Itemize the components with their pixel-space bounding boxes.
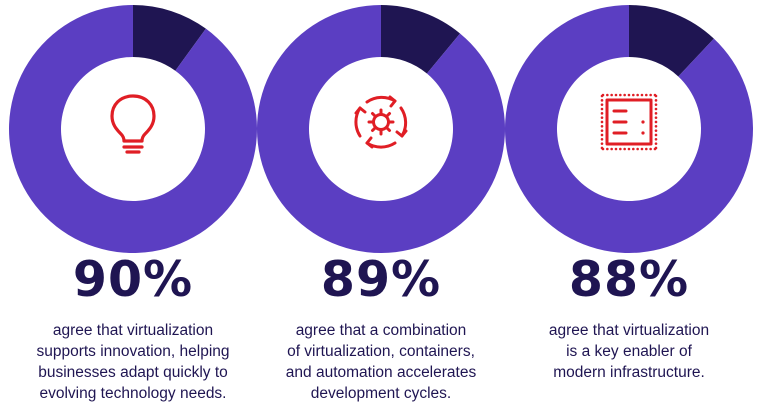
dot-border [623, 147, 626, 151]
dot-border [654, 138, 658, 141]
stat-percent: 88% [568, 251, 690, 308]
dot-border [636, 93, 639, 97]
donut-slice-value [505, 5, 753, 254]
caption-line: businesses adapt quickly to [38, 364, 228, 381]
donut-slice-remainder [381, 5, 461, 74]
donut-slice-value [257, 5, 505, 254]
dot-border [654, 133, 658, 137]
caption-line: is a key enabler of [566, 343, 692, 360]
caption-line: agree that a combination [295, 322, 467, 339]
dot-border [600, 107, 604, 111]
dot-border [632, 93, 635, 97]
dot-border [606, 147, 609, 151]
dot-border [632, 147, 635, 151]
dot-border [654, 125, 658, 128]
dot-border [600, 94, 604, 98]
dot-border [600, 129, 604, 132]
caption-line: agree that virtualization [52, 322, 214, 339]
dot-border [619, 93, 622, 97]
dot-border [636, 147, 639, 151]
caption-line: and automation accelerates [285, 364, 477, 381]
dot-border [653, 93, 657, 97]
dot-border [640, 147, 644, 151]
caption-line: supports innovation, helping [36, 343, 230, 360]
stat-card-development: 89% agree that a combination of virtuali… [256, 0, 506, 412]
stat-caption: agree that virtualization is a key enabl… [504, 320, 754, 383]
dot-border [600, 142, 604, 145]
caption-line: modern infrastructure. [553, 364, 705, 381]
stat-card-infrastructure: 88% agree that virtualization is a key e… [504, 0, 754, 412]
dot-border [600, 133, 604, 137]
caption-line: evolving technology needs. [39, 385, 227, 402]
dot-border [614, 93, 618, 97]
dot-border [600, 138, 604, 141]
dot-border [600, 112, 604, 115]
dot-border [610, 93, 613, 97]
dot-border [654, 116, 658, 119]
caption-line: agree that virtualization [548, 322, 710, 339]
dot-border [623, 93, 626, 97]
dot-border [654, 129, 658, 132]
dot-border [649, 93, 652, 97]
dot-border [654, 142, 658, 145]
dot-border [627, 93, 631, 97]
stat-card-innovation: 90% agree that virtualization supports i… [8, 0, 258, 412]
dot-border [600, 99, 604, 102]
dot-border [645, 93, 648, 97]
stat-percent: 89% [320, 251, 442, 308]
dot-border [600, 116, 604, 119]
dot-border [600, 103, 604, 106]
dot-border [610, 147, 613, 151]
stat-caption: agree that a combination of virtualizati… [256, 320, 506, 404]
stat-percent: 90% [72, 251, 194, 308]
stat-caption: agree that virtualization supports innov… [8, 320, 258, 404]
dot-border [606, 93, 609, 97]
dot-border [654, 99, 658, 102]
caption-line: of virtualization, containers, [287, 343, 475, 360]
dot-border [627, 147, 631, 151]
server-rack-icon [600, 93, 658, 151]
dot-border [654, 107, 658, 111]
donut-slice-remainder [629, 5, 714, 77]
dot-border [654, 146, 658, 150]
caption-line: development cycles. [310, 385, 452, 402]
lightbulb-icon [110, 94, 156, 154]
donut-chart [8, 5, 257, 253]
donut-chart [257, 5, 505, 254]
dot-border [649, 147, 652, 151]
dot-border [600, 146, 604, 150]
automation-cycle-icon [354, 95, 408, 149]
donut-slice-remainder [133, 5, 206, 71]
dot-border [600, 120, 604, 124]
donut-chart [505, 5, 753, 254]
dot-border [640, 93, 644, 97]
dot-border [654, 120, 658, 124]
dot-border [654, 103, 658, 106]
donut-slice-value [8, 5, 257, 253]
dot-border [614, 147, 618, 151]
dot-border [600, 125, 604, 128]
dot-border [654, 112, 658, 115]
dot-border [645, 147, 648, 151]
dot-border [619, 147, 622, 151]
